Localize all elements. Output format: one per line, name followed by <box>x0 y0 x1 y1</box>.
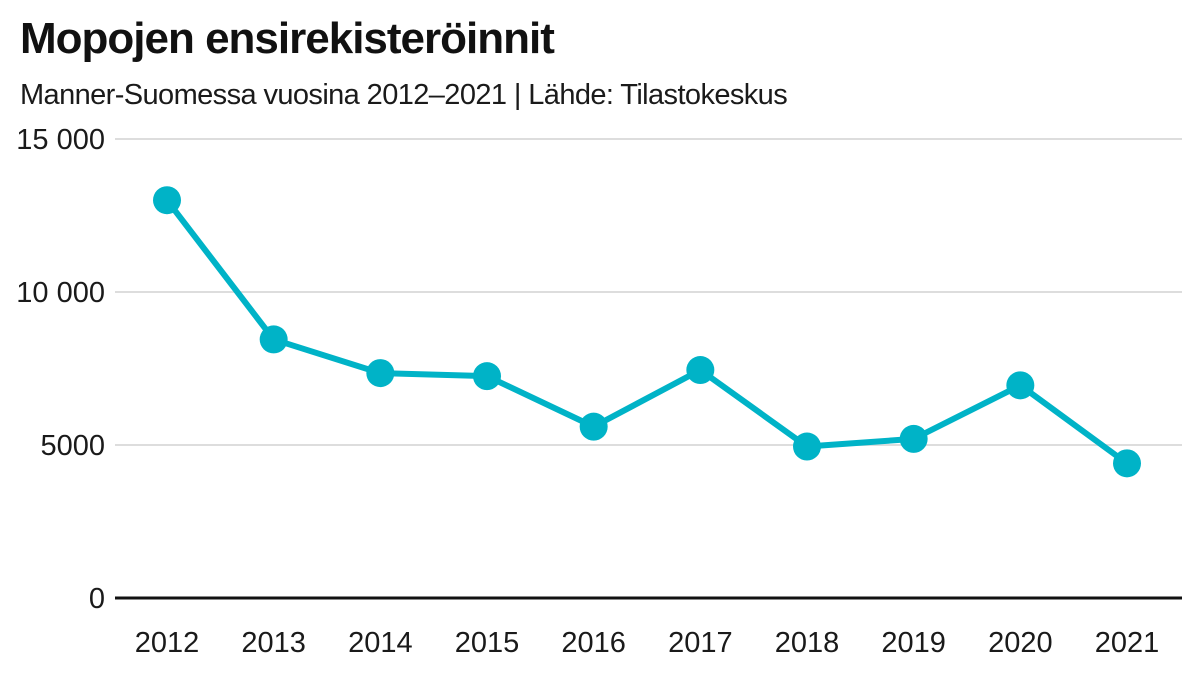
x-tick-label: 2016 <box>561 627 626 659</box>
y-tick-label: 10 000 <box>16 277 105 309</box>
y-tick-label: 0 <box>89 583 105 615</box>
data-point <box>153 186 181 215</box>
x-tick-label: 2021 <box>1095 627 1160 659</box>
x-tick-label: 2019 <box>881 627 946 659</box>
gridlines <box>115 138 1182 600</box>
y-tick-label: 15 000 <box>16 124 105 156</box>
x-tick-label: 2018 <box>775 627 840 659</box>
x-tick-label: 2020 <box>988 627 1053 659</box>
data-point <box>579 412 608 441</box>
x-axis-ticks: 2012 2013 2014 2015 2016 2017 2018 2019 2020 2021 <box>135 627 1160 659</box>
x-tick-label: 2012 <box>135 627 200 659</box>
data-point <box>899 424 928 453</box>
series-line <box>164 197 1130 467</box>
data-point <box>1006 371 1035 400</box>
x-tick-label: 2015 <box>455 627 520 659</box>
series-layer <box>153 186 1141 478</box>
data-point <box>1113 449 1141 478</box>
x-tick-label: 2017 <box>668 627 733 659</box>
chart-subtitle: Manner-Suomessa vuosina 2012–2021 | Lähd… <box>20 79 788 111</box>
x-tick-label: 2013 <box>241 627 306 659</box>
x-tick-label: 2014 <box>348 627 413 659</box>
y-tick-label: 5000 <box>40 430 105 462</box>
data-point <box>259 325 288 354</box>
data-point <box>366 359 395 388</box>
y-axis-ticks: 0 5000 10 000 15 000 <box>16 124 105 615</box>
data-point <box>473 362 501 391</box>
data-point <box>793 432 821 461</box>
data-point <box>686 356 715 385</box>
chart-title: Mopojen ensirekisteröinnit <box>20 14 555 63</box>
